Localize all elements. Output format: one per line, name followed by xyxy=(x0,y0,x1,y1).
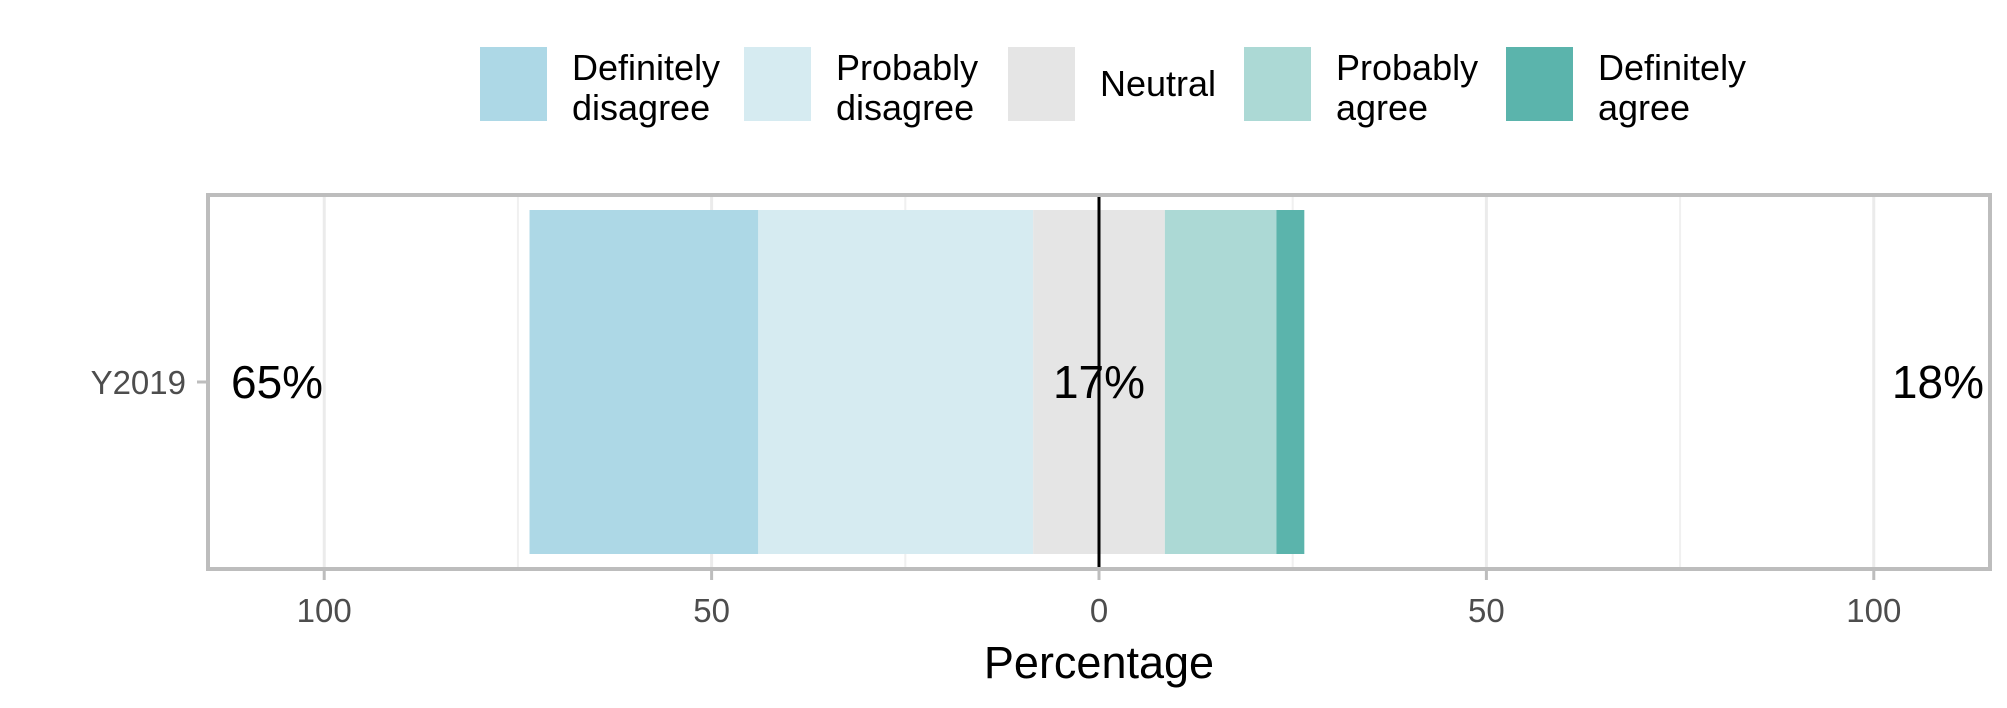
legend-key xyxy=(480,47,547,121)
legend-label: Neutral xyxy=(1100,63,1216,104)
legend-key xyxy=(1244,47,1311,121)
x-tick-label: 100 xyxy=(1846,592,1901,629)
legend-label: Definitely xyxy=(572,47,720,88)
legend-key xyxy=(744,47,811,121)
x-axis-ticks: 100 50 0 50 100 xyxy=(297,571,1901,629)
x-tick-label: 50 xyxy=(693,592,730,629)
legend-label: Probably xyxy=(1336,47,1478,88)
legend-key xyxy=(1008,47,1075,121)
legend-label: agree xyxy=(1598,87,1690,128)
legend-label: Definitely xyxy=(1598,47,1746,88)
bar-segment-probably-agree xyxy=(1164,210,1277,554)
bar-segment-definitely-disagree xyxy=(529,210,759,554)
legend-label: Probably xyxy=(836,47,978,88)
x-axis-title: Percentage xyxy=(984,637,1214,688)
legend: DefinitelydisagreeProbablydisagreeNeutra… xyxy=(480,47,1746,128)
legend-label: disagree xyxy=(836,87,974,128)
percent-label-right: 18% xyxy=(1892,356,1984,408)
legend-key xyxy=(1506,47,1573,121)
x-tick-label: 0 xyxy=(1090,592,1108,629)
panel-border xyxy=(206,193,1992,571)
bars xyxy=(529,210,1305,554)
bar-segment-definitely-agree xyxy=(1276,210,1305,554)
percent-label-left: 65% xyxy=(231,356,323,408)
legend-item-neutral: Neutral xyxy=(1008,47,1216,121)
percent-label-center: 17% xyxy=(1053,356,1145,408)
x-tick-label: 100 xyxy=(297,592,352,629)
legend-label: agree xyxy=(1336,87,1428,128)
category-labels: Y2019 xyxy=(91,364,206,401)
category-label: Y2019 xyxy=(91,364,186,401)
bar-segment-probably-disagree xyxy=(758,210,1034,554)
x-tick-label: 50 xyxy=(1468,592,1505,629)
percent-labels: 65% 17% 18% xyxy=(231,356,1984,408)
legend-label: disagree xyxy=(572,87,710,128)
